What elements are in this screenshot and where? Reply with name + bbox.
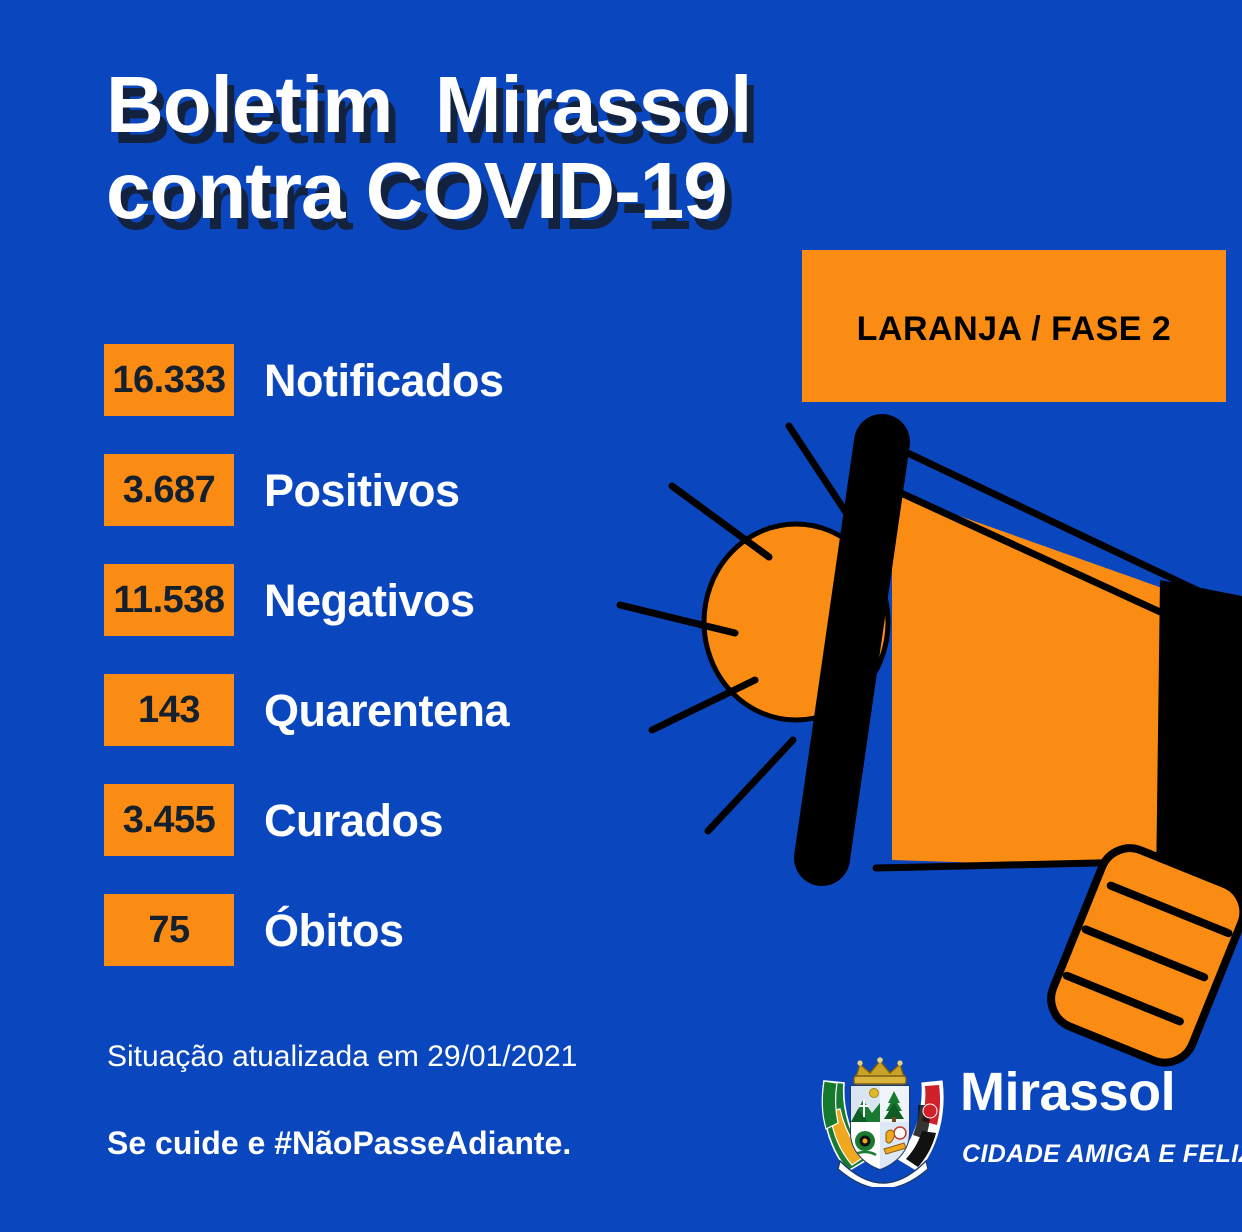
stat-value: 3.687 (122, 469, 216, 511)
page-title: Boletim Mirassol contra COVID-19 (106, 62, 926, 234)
update-timestamp: Situação atualizada em 29/01/2021 (107, 1040, 578, 1073)
crest-right-flag (897, 1080, 944, 1172)
stat-label: Quarentena (264, 684, 510, 736)
stat-label: Positivos (264, 464, 460, 516)
stat-row: 3.687 Positivos (104, 454, 664, 564)
coat-of-arms-icon (818, 1055, 948, 1190)
title-line-1: Boletim Mirassol (106, 60, 752, 149)
stat-value-box: 143 (104, 674, 234, 746)
stat-value: 16.333 (112, 359, 226, 401)
campaign-hashtag: Se cuide e #NãoPasseAdiante. (107, 1125, 572, 1161)
stat-value: 11.538 (113, 579, 225, 621)
city-name: Mirassol (960, 1062, 1176, 1122)
stats-list: 16.333 Notificados 3.687 Positivos 11.53… (104, 344, 664, 1004)
stat-row: 16.333 Notificados (104, 344, 664, 454)
stat-row: 3.455 Curados (104, 784, 664, 894)
stat-label: Óbitos (264, 904, 404, 956)
stat-row: 11.538 Negativos (104, 564, 664, 674)
stat-value: 3.455 (122, 799, 216, 841)
stat-row: 75 Óbitos (104, 894, 664, 1004)
stat-value: 143 (138, 689, 200, 731)
stat-label: Notificados (264, 354, 504, 406)
phase-banner-label: LARANJA / FASE 2 (856, 310, 1172, 348)
crest-sunflower (855, 1131, 875, 1151)
megaphone-mouth-bar (794, 414, 910, 886)
crest-shield (850, 1085, 910, 1171)
megaphone-illustration (600, 390, 1242, 1070)
stat-label: Curados (264, 794, 444, 846)
stat-label: Negativos (264, 574, 475, 626)
stat-value-box: 3.687 (104, 454, 234, 526)
stat-value-box: 11.538 (104, 564, 234, 636)
stat-value: 75 (148, 909, 190, 951)
stat-row: 143 Quarentena (104, 674, 664, 784)
stat-value-box: 16.333 (104, 344, 234, 416)
megaphone-handle (1047, 844, 1242, 1067)
title-line-2: contra COVID-19 (106, 146, 728, 235)
megaphone-sound-waves (616, 422, 857, 835)
stat-value-box: 3.455 (104, 784, 234, 856)
crest-scroll (837, 1159, 929, 1190)
megaphone-body (1156, 580, 1242, 906)
stat-value-box: 75 (104, 894, 234, 966)
city-logo: Mirassol CIDADE AMIGA E FELIZ (818, 1055, 1242, 1190)
crest-crown (853, 1057, 907, 1085)
city-tagline: CIDADE AMIGA E FELIZ (962, 1140, 1242, 1168)
phase-banner: LARANJA / FASE 2 (802, 250, 1226, 402)
